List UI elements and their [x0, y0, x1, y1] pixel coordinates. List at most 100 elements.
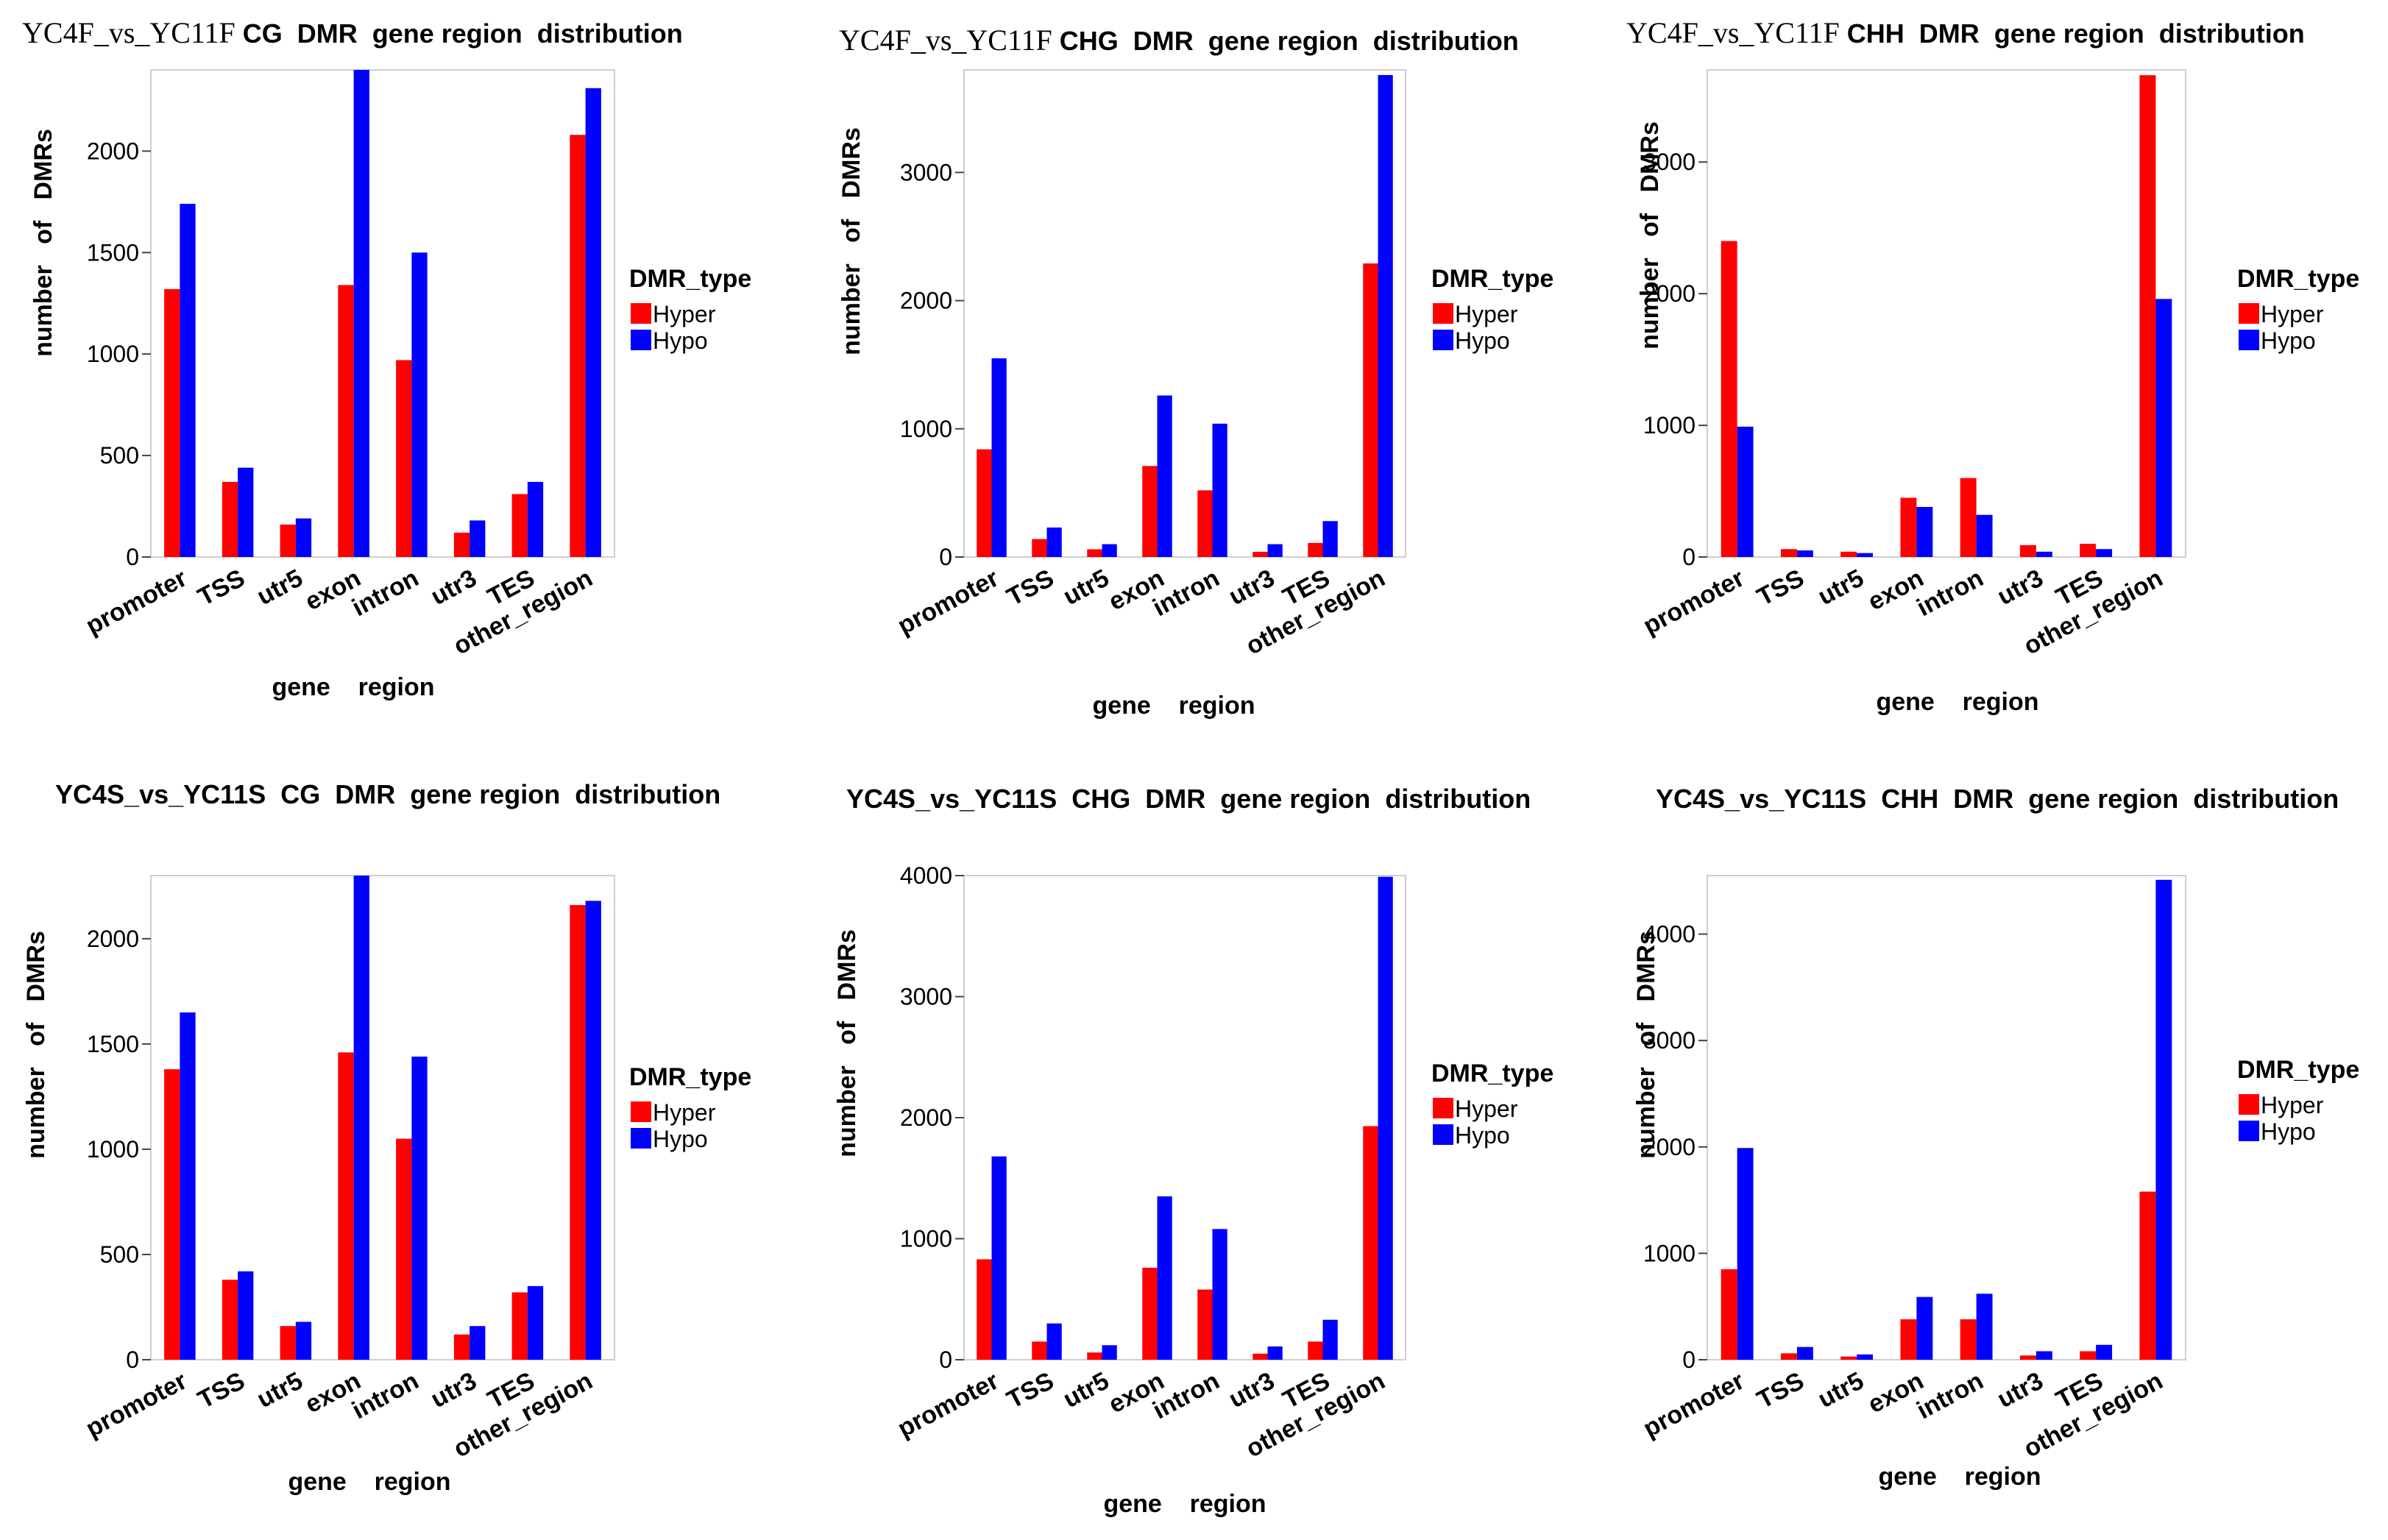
bar-hyper-promoter — [164, 1069, 180, 1360]
bar-hyper-utr3 — [2019, 1355, 2036, 1360]
x-tick-label: utr3 — [1993, 1367, 2048, 1414]
y-tick-label: 0 — [1682, 544, 1696, 570]
chart-panel-6: YC4S_vs_YC11S CHH DMR gene region distri… — [1632, 784, 2359, 1491]
x-tick-label: intron — [1913, 564, 1988, 622]
bar-hyper-other-region — [1363, 1126, 1378, 1360]
legend-label-hypo: Hypo — [2261, 327, 2316, 354]
bar-hyper-tes — [2080, 544, 2097, 557]
chart-panel-5: YC4S_vs_YC11S CHG DMR gene region distri… — [833, 784, 1553, 1518]
bar-hyper-exon — [338, 285, 354, 557]
bar-hyper-tss — [1780, 1353, 1797, 1360]
bar-hyper-intron — [1197, 1289, 1213, 1360]
bar-hyper-intron — [1960, 478, 1977, 557]
chart-panel-2: YC4F_vs_YC11F CHG DMR gene region distrib… — [837, 24, 1553, 720]
bar-hypo-intron — [411, 1057, 428, 1360]
legend-swatch-hypo — [1433, 1124, 1453, 1145]
legend-label-hyper: Hyper — [653, 301, 716, 327]
bar-hyper-exon — [338, 1052, 354, 1360]
chart-title: YC4F_vs_YC11F CHH DMR gene region distrib… — [1626, 16, 2305, 49]
bar-hypo-tes — [527, 481, 544, 557]
bar-hyper-utr3 — [2019, 544, 2036, 557]
y-axis-label: number of DMRs — [1632, 931, 1660, 1159]
chart-title: YC4S_vs_YC11S CHH DMR gene region distri… — [1656, 784, 2339, 814]
legend-title: DMR_type — [2237, 1056, 2359, 1084]
bar-hyper-other-region — [1363, 263, 1378, 557]
y-tick-label: 1000 — [87, 1136, 139, 1163]
x-tick-label: TSS — [194, 1367, 249, 1415]
bar-hypo-promoter — [991, 358, 1007, 557]
y-tick-label: 0 — [1682, 1346, 1696, 1373]
y-axis-label: number of DMRs — [29, 129, 57, 357]
bar-hypo-tss — [1796, 1346, 1813, 1360]
legend-label-hyper: Hyper — [653, 1099, 716, 1126]
bar-hyper-tss — [222, 1280, 238, 1360]
x-tick-label: TSS — [1752, 1367, 1808, 1415]
y-tick-label: 1000 — [87, 341, 139, 367]
bar-hypo-utr3 — [2036, 1351, 2052, 1360]
y-tick-label: 1500 — [87, 1031, 139, 1057]
legend-swatch-hypo — [2239, 1121, 2259, 1141]
bar-hypo-utr3 — [2036, 551, 2052, 557]
y-axis-label: number of DMRs — [833, 929, 861, 1157]
bar-hypo-other-region — [2155, 299, 2172, 557]
y-tick-label: 1000 — [1643, 412, 1696, 439]
bar-hypo-tss — [1046, 1323, 1062, 1360]
chart-title-prefix: YC4F_vs_YC11F — [22, 16, 235, 49]
plot-area — [963, 875, 1406, 1360]
bar-hyper-intron — [396, 360, 412, 557]
bar-hypo-exon — [353, 70, 369, 557]
bar-hypo-other-region — [1378, 876, 1393, 1360]
bar-hypo-utr3 — [1267, 1346, 1283, 1360]
x-axis-label: gene region — [1103, 1490, 1266, 1518]
y-tick-label: 500 — [100, 1241, 139, 1268]
y-tick-label: 1000 — [900, 1226, 952, 1252]
bar-hyper-promoter — [977, 449, 992, 557]
x-axis-label: gene region — [1092, 692, 1255, 720]
bar-hyper-utr5 — [1840, 1356, 1857, 1360]
x-tick-label: intron — [1913, 1367, 1988, 1425]
bar-hypo-tss — [1796, 550, 1813, 557]
bar-hyper-utr3 — [453, 1334, 470, 1360]
plot-area — [963, 69, 1406, 558]
chart-title-rest: CG DMR gene region distribution — [243, 18, 683, 49]
x-tick-label: promoter — [893, 1367, 1004, 1444]
bar-hyper-utr5 — [1087, 549, 1102, 557]
legend-title: DMR_type — [629, 1063, 751, 1091]
legend-swatch-hyper — [631, 303, 651, 324]
y-tick-label: 1000 — [900, 416, 952, 442]
bar-hyper-tss — [1780, 549, 1797, 557]
bar-hyper-tes — [511, 1292, 528, 1360]
bar-hypo-utr3 — [1267, 544, 1283, 557]
x-tick-label: utr3 — [1993, 564, 2048, 611]
y-axis-label: number of DMRs — [1636, 121, 1664, 349]
x-tick-label: utr5 — [1059, 1367, 1114, 1414]
bar-hypo-utr5 — [295, 518, 312, 557]
bar-hyper-utr3 — [1253, 552, 1268, 557]
bar-hyper-other-region — [2139, 75, 2156, 558]
bar-hyper-exon — [1900, 1319, 1917, 1360]
bar-hypo-tes — [1322, 521, 1338, 557]
x-tick-label: utr5 — [1813, 564, 1868, 611]
bar-hypo-other-region — [2155, 879, 2172, 1360]
x-axis-label: gene region — [288, 1468, 450, 1496]
bar-hypo-utr5 — [1102, 544, 1117, 557]
legend-swatch-hyper — [2239, 1094, 2259, 1115]
bar-hyper-tss — [1032, 539, 1047, 557]
x-tick-label: promoter — [82, 1367, 192, 1444]
bar-hypo-utr5 — [1857, 1354, 1874, 1360]
x-tick-label: utr5 — [252, 564, 308, 611]
y-tick-label: 3000 — [900, 984, 952, 1010]
bar-hypo-tes — [1322, 1319, 1338, 1360]
bar-hypo-intron — [1976, 514, 1993, 557]
x-axis-label: gene region — [1878, 1463, 2041, 1491]
y-tick-label: 3000 — [900, 159, 952, 185]
y-tick-label: 0 — [126, 1346, 139, 1373]
chart-panel-3: YC4F_vs_YC11F CHH DMR gene region distrib… — [1626, 16, 2359, 716]
bar-hyper-utr3 — [1253, 1353, 1268, 1360]
bar-hypo-promoter — [1737, 1148, 1754, 1360]
bar-hyper-promoter — [1721, 1269, 1737, 1360]
bar-hyper-tes — [1308, 542, 1323, 557]
